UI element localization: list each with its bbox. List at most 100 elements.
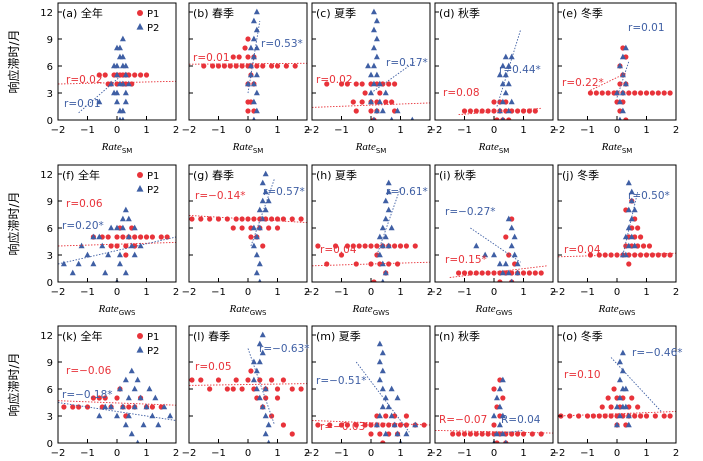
- p2-point: [266, 439, 271, 443]
- p2-point: [502, 260, 509, 267]
- x-tick-label: 2: [304, 125, 310, 136]
- p2-point: [388, 224, 395, 231]
- p1-point: [538, 431, 544, 437]
- p2-point: [502, 71, 509, 78]
- p1-correlation: r=0.02: [316, 74, 353, 86]
- p1-point: [221, 63, 227, 69]
- chart-panel: −2 −1 0 1 2 RateSM (b) 春季 r=0.01 r=0.53*: [182, 2, 310, 155]
- p2-point: [102, 269, 109, 276]
- p1-point: [491, 99, 497, 105]
- p1-point: [289, 386, 295, 392]
- p1-point: [143, 234, 150, 240]
- x-tick-label: 2: [673, 448, 679, 459]
- p2-correlation: r=0.44*: [499, 64, 541, 76]
- p2-point: [253, 367, 260, 374]
- p1-point: [602, 413, 608, 419]
- p1-correlation: r=0.02: [66, 74, 103, 86]
- p2-point: [493, 430, 500, 437]
- p2-correlation: r=0.01: [628, 22, 665, 34]
- p2-point: [368, 71, 374, 78]
- p1-point: [164, 234, 170, 240]
- p2-point: [265, 421, 272, 428]
- p1-point: [239, 216, 245, 222]
- p1-point: [661, 90, 667, 96]
- p1-point: [655, 90, 661, 96]
- p1-point: [383, 413, 389, 419]
- p1-point: [233, 63, 239, 69]
- p2-correlation: r=0.53*: [261, 38, 303, 50]
- p2-point: [119, 62, 126, 69]
- p2-point: [499, 412, 506, 419]
- y-tick-label: 9: [47, 197, 53, 208]
- p2-point: [502, 89, 509, 96]
- p2-point: [388, 385, 395, 392]
- p2-point: [616, 358, 623, 365]
- panel-title: (j) 冬季: [562, 168, 599, 182]
- p1-point: [207, 216, 213, 222]
- x-tick-label: 1: [274, 125, 280, 136]
- p2-point: [250, 17, 257, 24]
- p2-point: [128, 430, 135, 437]
- p1-point: [596, 252, 602, 258]
- p1-point: [359, 99, 365, 105]
- legend-p2-marker: [136, 185, 144, 192]
- panel-title: (d) 秋季: [439, 6, 480, 20]
- x-tick-label: 0: [491, 287, 497, 298]
- p2-point: [146, 385, 153, 392]
- p2-point: [376, 233, 383, 240]
- p1-point: [640, 243, 647, 249]
- p2-point: [514, 269, 521, 276]
- p2-point: [370, 26, 377, 33]
- p2-point: [614, 403, 620, 410]
- x-tick-label: −2: [51, 448, 66, 459]
- p2-point: [385, 403, 392, 410]
- chart-panel: −2 −1 0 1 2 RateSM (e) 冬季 r=0.22* r=0.01: [551, 2, 679, 155]
- p2-point: [376, 251, 383, 258]
- p2-point: [143, 403, 150, 410]
- p1-point: [233, 216, 239, 222]
- p2-point: [508, 98, 515, 105]
- p1-point: [242, 45, 248, 51]
- p2-point: [256, 206, 263, 213]
- p2-point: [385, 242, 392, 249]
- p2-point: [376, 358, 383, 365]
- p1-point: [260, 63, 266, 69]
- p2-point: [114, 412, 120, 419]
- p1-point: [132, 72, 138, 78]
- p1-point: [189, 377, 195, 383]
- p2-point: [625, 224, 632, 231]
- p2-point: [625, 179, 632, 186]
- p1-point: [491, 386, 497, 392]
- p2-point: [116, 385, 123, 392]
- p2-point: [499, 376, 506, 383]
- p2-point: [616, 98, 623, 105]
- p2-trend-line: [58, 236, 176, 265]
- p2-point: [69, 269, 76, 276]
- p2-point: [247, 62, 254, 69]
- p2-correlation: r=0.20*: [62, 220, 104, 232]
- x-tick-label: −1: [457, 287, 472, 298]
- p1-point: [315, 243, 321, 249]
- p1-correlation: r=0.08: [443, 87, 480, 99]
- p2-point: [625, 412, 632, 419]
- p2-point: [90, 260, 97, 267]
- p1-point: [515, 108, 521, 114]
- p1-point: [599, 404, 605, 410]
- legend-p1-marker: [137, 333, 143, 339]
- p2-point: [131, 385, 138, 392]
- x-axis-label: RateGWS: [352, 303, 391, 317]
- x-tick-label: 0: [245, 125, 251, 136]
- p1-point: [397, 243, 404, 249]
- x-tick-label: 0: [114, 448, 120, 459]
- p1-point: [233, 377, 239, 383]
- p1-point: [254, 63, 260, 69]
- p1-point: [239, 63, 245, 69]
- chart-panel: −2 −1 0 1 2 RateSM (d) 秋季 r=0.08 r=0.44*: [428, 2, 556, 155]
- p1-point: [289, 216, 295, 222]
- p2-trend-line: [370, 61, 416, 94]
- p2-point: [511, 233, 518, 240]
- p2-point: [114, 71, 120, 78]
- p1-point: [646, 243, 653, 249]
- chart-panel: −2 −1 0 1 2 RateGWS (h) 夏季 r=0.04 r=0.61*: [305, 164, 433, 317]
